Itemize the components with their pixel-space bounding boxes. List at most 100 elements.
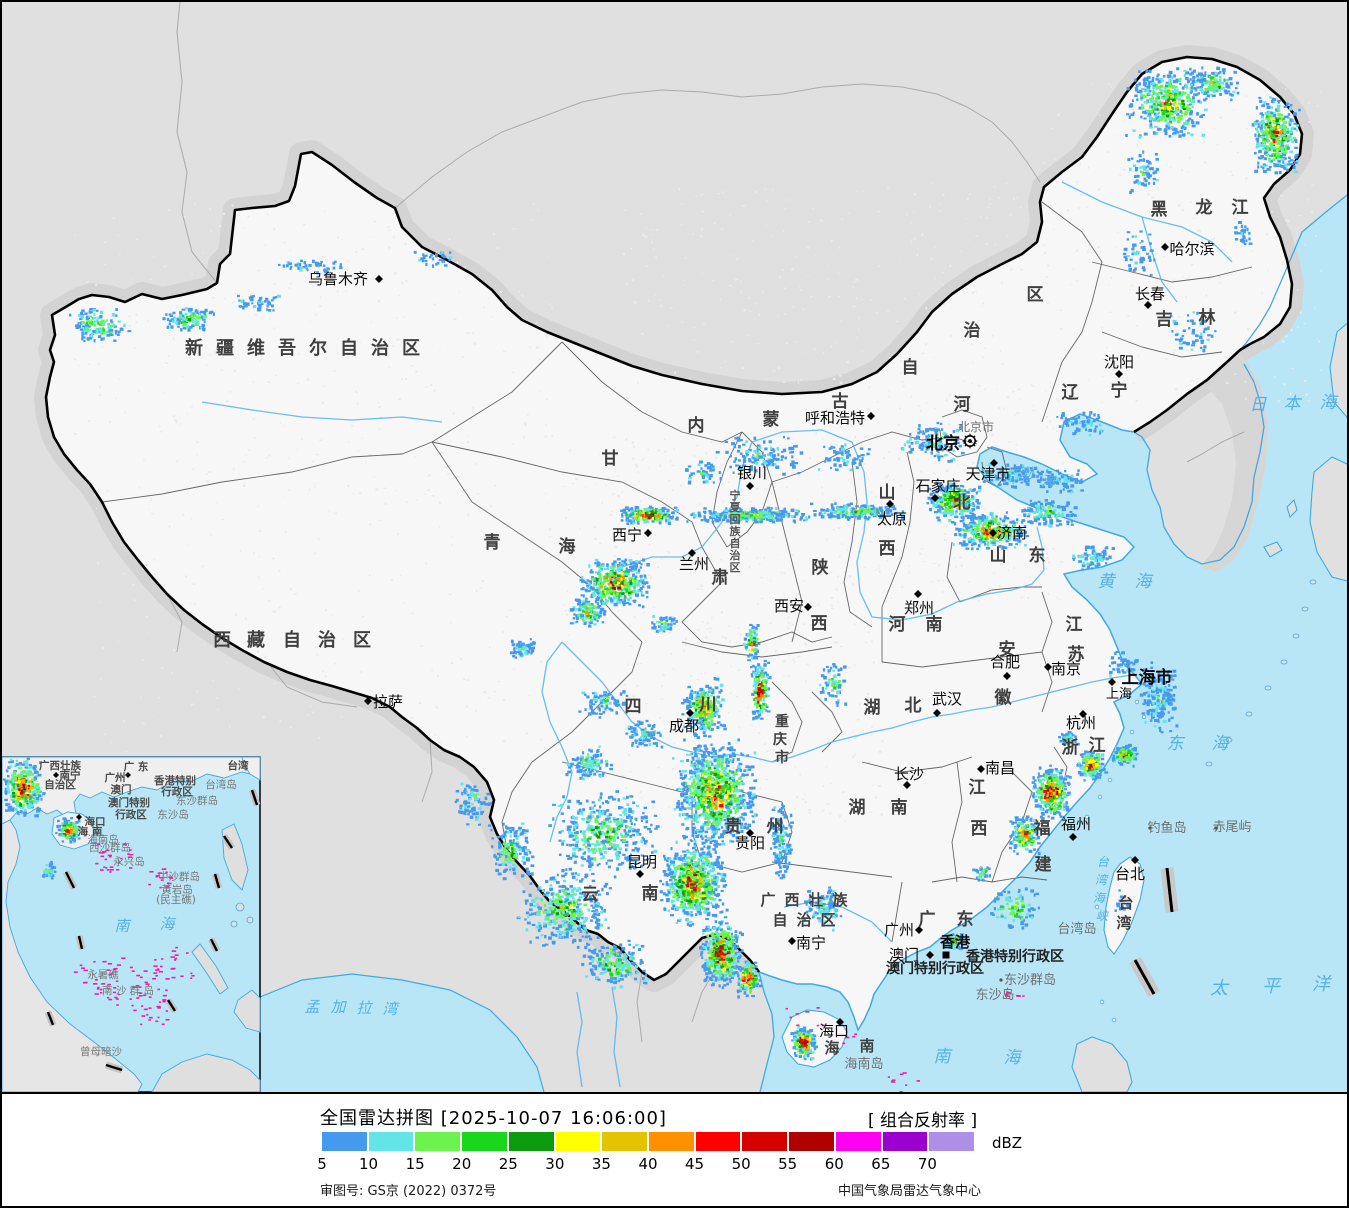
province-label: 河 bbox=[889, 615, 906, 635]
coastlines bbox=[44, 55, 1347, 1092]
province-label: 西 bbox=[971, 819, 988, 839]
province-label: 江 bbox=[1066, 615, 1083, 635]
province-label: 安 bbox=[999, 639, 1016, 660]
province-label: 浙 bbox=[1062, 737, 1079, 758]
dbz-tick: 45 bbox=[685, 1155, 705, 1173]
city-label: 香港 bbox=[940, 933, 971, 951]
city-label: 天津市 bbox=[965, 465, 1010, 483]
province-label: 龙 bbox=[1195, 197, 1213, 218]
colorbar-cell bbox=[742, 1132, 788, 1151]
province-label: 藏 bbox=[247, 630, 265, 651]
city-label: 杭州 bbox=[1066, 714, 1096, 732]
city-label: 兰州 bbox=[679, 555, 709, 573]
province-label: 东 bbox=[957, 909, 974, 930]
boundary-dashes bbox=[1129, 867, 1179, 998]
province-label: 重 bbox=[775, 713, 789, 730]
province-label: 徽 bbox=[994, 687, 1013, 708]
province-label: 东 bbox=[1029, 545, 1046, 566]
province-label: 江 bbox=[1232, 198, 1249, 218]
island-marks bbox=[785, 991, 1025, 1092]
province-label: 治 bbox=[371, 337, 389, 359]
province-label: 族 bbox=[832, 891, 848, 909]
colorbar-cell bbox=[368, 1132, 414, 1151]
inset-label: 黄岩岛 bbox=[161, 883, 193, 896]
legend-title: 全国雷达拼图 [2025-10-07 16:06:00] bbox=[320, 1108, 667, 1129]
city-label: 哈尔滨 bbox=[1169, 240, 1214, 258]
city-label: 台北 bbox=[1115, 865, 1145, 883]
city-label: 合肥 bbox=[990, 653, 1020, 671]
province-label: 北 bbox=[905, 696, 922, 716]
city-label: 武汉 bbox=[932, 690, 962, 708]
sea-label: 太 bbox=[1210, 978, 1230, 999]
province-label: 区 bbox=[353, 630, 371, 651]
province-label: 自 bbox=[283, 629, 301, 651]
city-marker bbox=[644, 529, 652, 537]
province-label: 苏 bbox=[1068, 644, 1085, 665]
inset-label: 台湾 bbox=[228, 759, 249, 772]
province-label: 陕 bbox=[812, 557, 829, 578]
city-marker bbox=[903, 781, 911, 789]
province-label: 自 bbox=[340, 337, 358, 359]
province-label: 南 bbox=[926, 614, 943, 635]
sea-label: 日 bbox=[1250, 395, 1268, 415]
city-marker bbox=[746, 482, 754, 490]
inset-label: 澳门 bbox=[111, 783, 132, 796]
province-label: 古 bbox=[832, 391, 849, 412]
city-label: 上海市 bbox=[1122, 667, 1173, 688]
province-borders bbox=[101, 201, 1253, 943]
city-marker bbox=[686, 709, 694, 717]
dbz-tick: 35 bbox=[591, 1155, 611, 1173]
province-label: 自 bbox=[730, 536, 741, 550]
dbz-unit-label: dBZ bbox=[992, 1134, 1023, 1152]
sea-label: 渤 bbox=[1019, 466, 1035, 482]
inset-label: 自治区 bbox=[44, 778, 76, 791]
inset-label: 东沙岛 bbox=[157, 808, 189, 821]
city-marker bbox=[364, 697, 372, 705]
city-marker bbox=[1115, 370, 1123, 378]
minor-label: 东沙群岛 bbox=[1004, 972, 1056, 988]
map-approval-number: 审图号: GS京 (2022) 0372号 bbox=[320, 1184, 497, 1199]
city-marker bbox=[914, 590, 922, 598]
province-label: 海 bbox=[824, 1039, 839, 1057]
inset-label: 台湾岛 bbox=[205, 778, 237, 791]
province-label: 肃 bbox=[712, 568, 729, 588]
city-marker bbox=[788, 937, 796, 945]
colorbar-cell bbox=[415, 1132, 461, 1151]
sar-label: 香港特别行政区 bbox=[965, 948, 1064, 965]
province-label: 海 bbox=[559, 536, 576, 557]
inset-label: 行政区 bbox=[114, 808, 147, 821]
dbz-colorbar bbox=[322, 1132, 975, 1151]
inset-sea-label: 海 bbox=[159, 915, 176, 933]
province-label: 宁 bbox=[1111, 380, 1128, 401]
dbz-tick: 55 bbox=[778, 1155, 798, 1173]
sar-label: 澳门特别行政区 bbox=[886, 960, 984, 977]
city-label: 太原 bbox=[877, 510, 907, 528]
inset-label: 澳门特别 bbox=[108, 796, 150, 809]
city-label: 南京 bbox=[1051, 660, 1081, 678]
terrain-texture bbox=[73, 83, 1323, 823]
province-label: 山 bbox=[879, 483, 896, 503]
sea-label: 海 bbox=[1093, 891, 1107, 905]
province-label: 市 bbox=[775, 749, 789, 766]
province-label: 云 bbox=[582, 885, 599, 905]
inset-label: (民主礁) bbox=[156, 893, 196, 906]
inset-label: 永暑礁 bbox=[87, 968, 119, 981]
city-label: 西安 bbox=[774, 597, 804, 615]
province-label: 川 bbox=[699, 695, 717, 715]
city-marker bbox=[836, 1018, 844, 1026]
city-label: 石家庄 bbox=[915, 477, 960, 495]
province-label: 尔 bbox=[309, 337, 327, 359]
colorbar-cell bbox=[835, 1132, 881, 1151]
city-label: 郑州 bbox=[904, 599, 934, 617]
dbz-tick: 65 bbox=[871, 1155, 891, 1173]
dbz-tick: 40 bbox=[638, 1155, 658, 1173]
province-label: 福 bbox=[1033, 818, 1051, 839]
province-label: 湾 bbox=[1116, 914, 1131, 932]
province-label: 区 bbox=[402, 338, 420, 359]
city-marker bbox=[804, 603, 812, 611]
inset-label: 南 沙 群 岛 bbox=[102, 984, 154, 997]
colorbar-cell bbox=[649, 1132, 694, 1151]
sea-label: 海 bbox=[1041, 474, 1057, 490]
city-marker bbox=[915, 926, 923, 934]
city-marker bbox=[636, 870, 644, 878]
